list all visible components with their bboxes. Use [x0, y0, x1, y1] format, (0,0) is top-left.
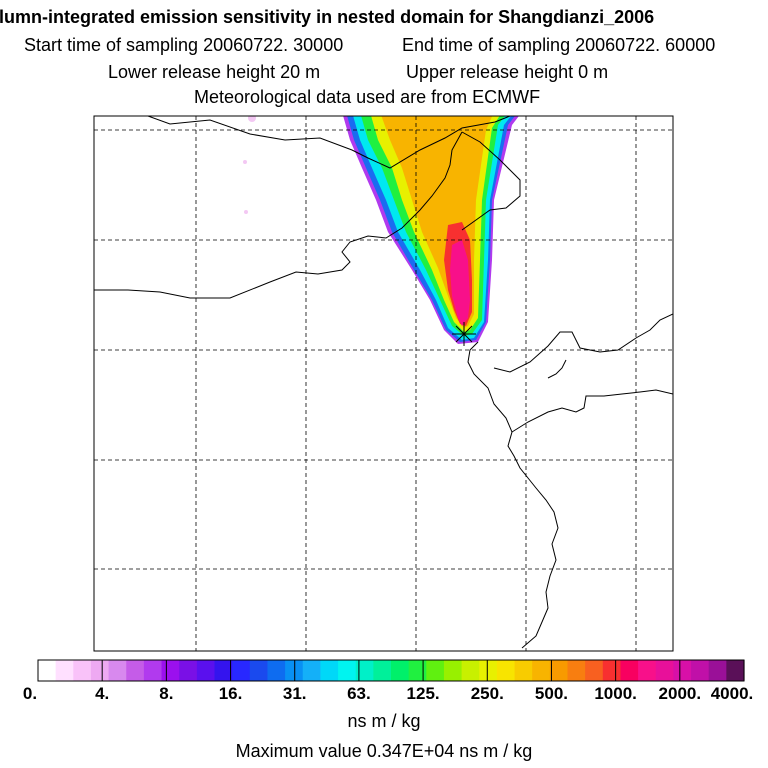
colorbar-segment — [232, 660, 251, 681]
colorbar-segment — [302, 660, 321, 681]
colorbar-segment — [143, 660, 163, 681]
colorbar-segment — [443, 660, 463, 681]
colorbar-segment — [726, 660, 745, 681]
colorbar-frame — [37, 659, 745, 682]
colorbar-segment — [620, 660, 639, 681]
colorbar — [37, 659, 745, 682]
spot-1 — [248, 116, 256, 122]
upper-release-height-text: Upper release height 0 m — [406, 62, 609, 82]
spot-2 — [243, 160, 247, 164]
colorbar-segment — [549, 660, 569, 681]
receptor-star-icon — [452, 322, 476, 346]
colorbar-segment — [708, 660, 727, 681]
colorbar-segment — [655, 660, 674, 681]
colorbar-tick: 8. — [159, 684, 174, 703]
max-value-text: Maximum value 0.347E+04 ns m / kg — [235, 741, 533, 761]
grid-lines — [94, 116, 673, 651]
colorbar-tick: 63. — [347, 684, 371, 703]
border-east — [461, 131, 521, 231]
colorbar-units: ns m / kg — [347, 711, 421, 731]
plot-frame — [93, 115, 674, 652]
colorbar-segment — [638, 660, 657, 681]
colorbar-segment — [373, 660, 392, 681]
colorbar-segment — [196, 660, 216, 681]
sampling-end-text: End time of sampling 20060722. 60000 — [402, 35, 716, 55]
colorbar-segment — [179, 660, 198, 681]
colorbar-tick: 250. — [470, 684, 504, 703]
colorbar-segment — [585, 660, 604, 681]
colorbar-segment — [532, 660, 551, 681]
border-mid — [94, 131, 463, 299]
colorbar-tick: 0. — [22, 684, 38, 703]
plume-band-magenta — [450, 240, 470, 326]
met-data-note: Meteorological data used are from ECMWF — [194, 87, 541, 107]
coast-inlet — [547, 359, 567, 379]
colorbar-segment — [214, 660, 233, 681]
colorbar-segment — [691, 660, 710, 681]
colorbar-segment — [479, 660, 498, 681]
colorbar-tick: 4. — [95, 684, 110, 703]
colorbar-tick: 4000. — [710, 684, 754, 703]
coast-main — [467, 341, 559, 649]
colorbar-segment — [391, 660, 410, 681]
colorbar-tick: 16. — [218, 684, 243, 703]
colorbar-segment — [108, 660, 127, 681]
lower-release-height-text: Lower release height 20 m — [108, 62, 321, 82]
colorbar-segment — [55, 660, 74, 681]
colorbar-segment — [426, 660, 445, 681]
colorbar-segment — [567, 660, 586, 681]
colorbar-segment — [514, 660, 533, 681]
colorbar-segment — [38, 660, 57, 681]
colorbar-segment — [90, 660, 110, 681]
colorbar-segment — [673, 660, 692, 681]
colorbar-segment — [602, 660, 622, 681]
colorbar-tick: 125. — [406, 684, 440, 703]
colorbar-segment — [267, 660, 286, 681]
colorbar-segment — [496, 660, 516, 681]
sensitivity-field — [243, 116, 519, 344]
colorbar-segment — [126, 660, 145, 681]
colorbar-tick: 2000. — [658, 684, 702, 703]
colorbar-segment — [355, 660, 374, 681]
coast-peninsula — [511, 389, 673, 433]
colorbar-segment — [408, 660, 427, 681]
colorbar-segment — [285, 660, 304, 681]
colorbar-tick: 500. — [534, 684, 568, 703]
colorbar-segment — [249, 660, 269, 681]
colorbar-segment — [461, 660, 480, 681]
colorbar-tick: 1000. — [594, 684, 637, 703]
chart-title: olumn-integrated emission sensitivity in… — [0, 7, 655, 27]
coastlines — [94, 116, 673, 649]
colorbar-tick: 31. — [282, 684, 307, 703]
colorbar-segment — [73, 660, 92, 681]
sampling-start-text: Start time of sampling 20060722. 30000 — [24, 35, 344, 55]
spot-3 — [244, 210, 248, 214]
colorbar-segment — [338, 660, 357, 681]
colorbar-segment — [161, 660, 180, 681]
colorbar-segment — [320, 660, 339, 681]
coast-bay — [493, 313, 673, 373]
